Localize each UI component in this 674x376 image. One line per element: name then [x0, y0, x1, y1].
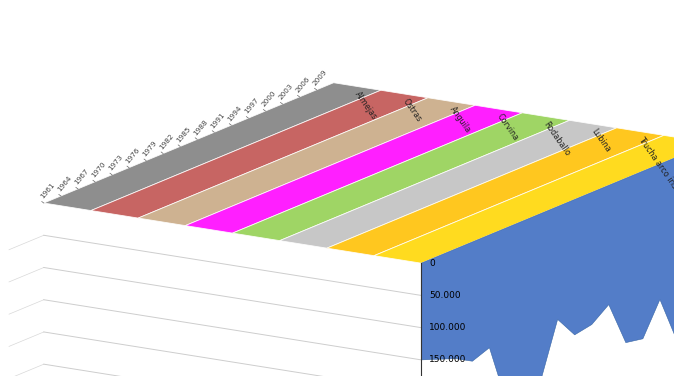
Text: 2000: 2000	[261, 90, 277, 108]
Text: 1982: 1982	[158, 132, 175, 150]
Text: 1994: 1994	[226, 104, 243, 122]
Polygon shape	[280, 120, 617, 248]
Text: Lubina: Lubina	[589, 127, 612, 154]
Text: 1970: 1970	[90, 161, 107, 179]
Text: 2009: 2009	[312, 69, 328, 87]
Text: Rodaballo: Rodaballo	[542, 120, 572, 158]
Text: 50.000: 50.000	[429, 291, 461, 300]
Text: 1985: 1985	[176, 125, 192, 143]
Polygon shape	[421, 143, 674, 376]
Text: 100.000: 100.000	[429, 323, 466, 332]
Text: 1991: 1991	[210, 111, 226, 129]
Polygon shape	[327, 128, 664, 256]
Text: Trucha arco iris: Trucha arco iris	[636, 135, 674, 190]
Polygon shape	[374, 135, 674, 263]
Text: 1967: 1967	[73, 168, 90, 186]
Text: 2006: 2006	[295, 76, 311, 94]
Text: 1961: 1961	[39, 182, 56, 200]
Polygon shape	[233, 113, 570, 241]
Text: 1979: 1979	[142, 139, 158, 158]
Polygon shape	[185, 105, 522, 233]
Text: Corvina: Corvina	[495, 112, 520, 143]
Polygon shape	[138, 98, 475, 226]
Text: 1976: 1976	[125, 147, 141, 165]
Text: 1988: 1988	[193, 118, 209, 136]
Text: Almejas: Almejas	[353, 89, 379, 121]
Polygon shape	[91, 90, 428, 218]
Polygon shape	[44, 83, 381, 211]
Text: 1964: 1964	[56, 175, 73, 193]
Text: Ostras: Ostras	[400, 97, 423, 124]
Text: 2003: 2003	[278, 83, 295, 101]
Text: Anguila: Anguila	[448, 105, 472, 134]
Text: 1997: 1997	[244, 97, 260, 115]
Text: 1973: 1973	[107, 154, 124, 172]
Text: 150.000: 150.000	[429, 355, 466, 364]
Text: 0: 0	[429, 259, 435, 268]
